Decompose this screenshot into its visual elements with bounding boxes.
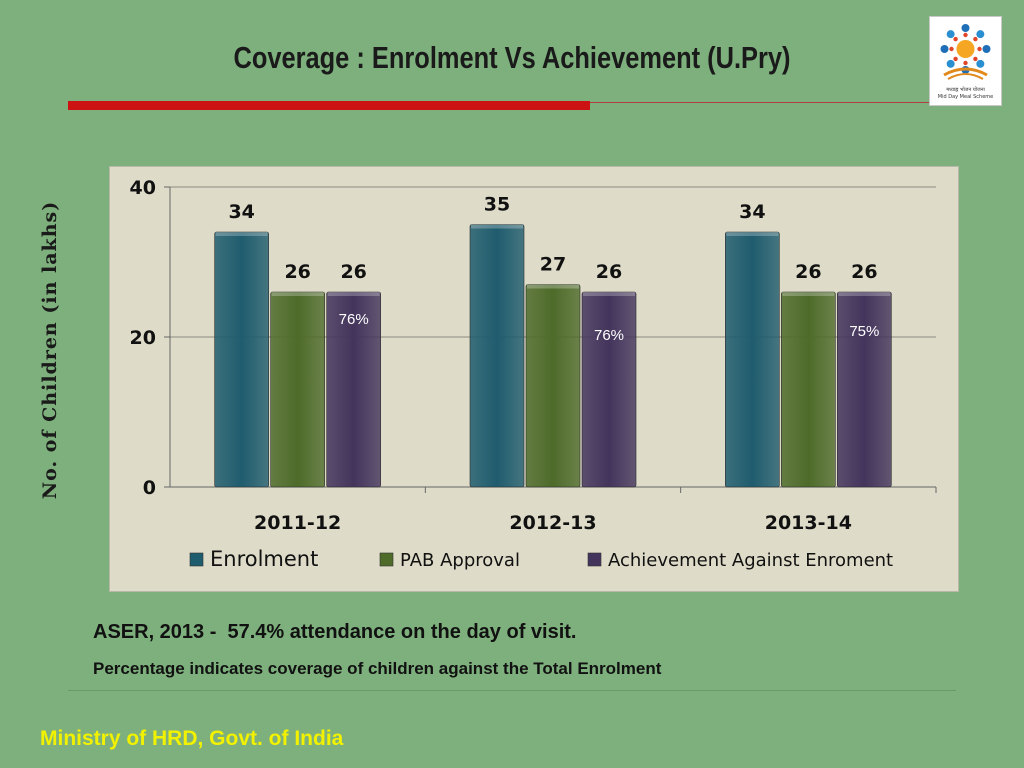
percentage-explanation-note: Percentage indicates coverage of childre… [93, 659, 662, 678]
data-label: 34 [228, 201, 254, 223]
bar-highlight [726, 232, 779, 236]
legend-entry: Achievement Against Enroment [608, 550, 893, 571]
bar-achievement-against-enroment [837, 291, 892, 488]
title-underline [590, 102, 930, 103]
coverage-percentage-label: 76% [339, 311, 369, 328]
bar-achievement-against-enroment [326, 291, 381, 488]
chart-panel: 0 20 40 2011-12 34 26 26 2012-13 35 27 26 2013-14 34… [109, 166, 959, 592]
bar-pab-approval [270, 291, 325, 488]
x-tick-label: 2013-14 [765, 512, 852, 534]
coverage-percentage-label: 75% [849, 323, 879, 340]
bar-enrolment [725, 231, 780, 488]
bar-pab-approval [525, 284, 581, 488]
x-tick-label: 2012-13 [509, 512, 596, 534]
footer-divider [68, 690, 956, 691]
logo-text-hindi: मध्याह्न भोजन योजना [946, 87, 985, 93]
bar-highlight [838, 292, 891, 296]
title-underline-accent [68, 101, 590, 110]
mid-day-meal-logo-icon [940, 24, 991, 80]
data-label: 27 [540, 254, 566, 276]
y-tick-label: 40 [130, 177, 156, 199]
data-label: 34 [739, 201, 765, 223]
bar-enrolment [469, 224, 525, 488]
y-axis-title: No. of Children (in lakhs) [39, 200, 61, 500]
legend-swatch [189, 552, 204, 567]
mid-day-meal-scheme-logo: मध्याह्न भोजन योजना Mid Day Meal Scheme [929, 16, 1002, 106]
data-label: 26 [284, 261, 310, 283]
legend-swatch [379, 552, 394, 567]
coverage-percentage-label: 76% [594, 327, 624, 344]
bar-chart: 0 20 40 2011-12 34 26 26 2012-13 35 27 26 2013-14 34… [130, 177, 937, 571]
data-label: 26 [596, 261, 622, 283]
y-tick-label: 20 [130, 327, 156, 349]
bar-enrolment [214, 231, 269, 488]
slide-title: Coverage : Enrolment Vs Achievement (U.P… [233, 40, 791, 75]
bar-highlight [215, 232, 268, 236]
bar-achievement-against-enroment [581, 291, 637, 488]
data-label: 26 [851, 261, 877, 283]
footer-ministry: Ministry of HRD, Govt. of India [40, 727, 344, 750]
logo-text-english: Mid Day Meal Scheme [937, 94, 994, 100]
data-label: 35 [484, 194, 510, 216]
data-label: 26 [340, 261, 366, 283]
data-label: 26 [795, 261, 821, 283]
bar-highlight [271, 292, 324, 296]
x-tick-label: 2011-12 [254, 512, 341, 534]
bar-pab-approval [781, 291, 836, 488]
aser-attendance-note: ASER, 2013 - 57.4% attendance on the day… [93, 621, 577, 643]
legend-entry: Enrolment [210, 547, 318, 571]
bar-highlight [583, 292, 635, 296]
bar-highlight [782, 292, 835, 296]
bar-highlight [327, 292, 380, 296]
bar-highlight [527, 284, 579, 289]
y-tick-label: 0 [143, 477, 156, 499]
legend-entry: PAB Approval [400, 550, 520, 571]
legend-swatch [587, 552, 602, 567]
bar-highlight [471, 224, 523, 229]
